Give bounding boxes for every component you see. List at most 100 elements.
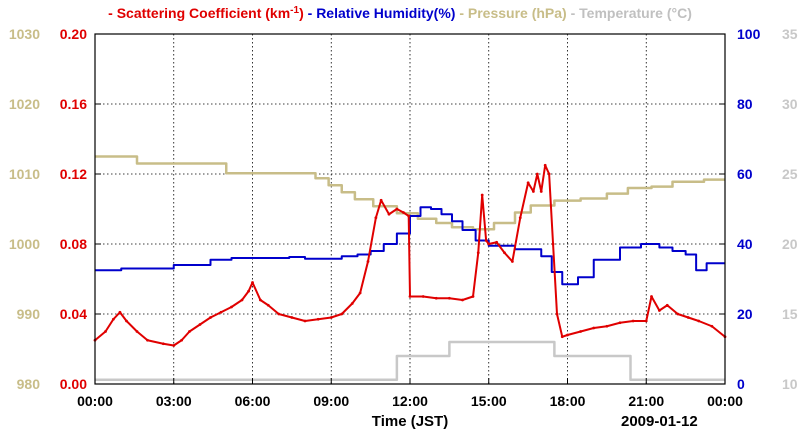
data-point-scattering [710,324,714,328]
data-point-scattering [539,190,543,193]
data-point-scattering [665,303,669,307]
data-point-scattering [258,298,262,302]
data-point-scattering [686,316,690,319]
scattering-tick-label: 0.08 [60,236,87,252]
series-lines [93,155,727,382]
legend-entry-3: - Temperature (°C) [567,5,692,21]
data-point-scattering [188,330,191,333]
pressure-tick-label: 980 [17,376,41,392]
legend-entry-0: - Scattering Coefficient (km [108,5,290,21]
data-point-scattering [495,240,499,244]
data-point-scattering [230,305,233,309]
data-point-scattering [560,335,564,339]
data-point-scattering [592,326,596,330]
data-point-scattering [329,316,333,319]
data-point-scattering [650,295,653,298]
grid-lines [95,34,725,384]
humidity-tick-label: 20 [737,306,753,322]
data-point-scattering [104,330,107,333]
temperature-tick-label: 20 [782,236,798,252]
chart-legend: - Scattering Coefficient (km-1) - Relati… [108,5,692,21]
x-tick-label: 12:00 [392,393,428,409]
data-point-scattering [180,338,184,342]
legend-superscript-0: -1 [290,5,299,16]
pressure-tick-label: 1010 [9,166,40,182]
data-point-scattering [480,193,484,197]
scattering-tick-label: 0.16 [60,96,87,112]
x-axis-label: Time (JST) [372,413,448,430]
data-point-scattering [605,324,609,328]
data-point-scattering [316,317,320,321]
humidity-tick-label: 100 [737,26,761,42]
series-line-humidity [95,206,725,286]
data-point-scattering [555,312,559,316]
data-point-scattering [676,312,680,316]
data-point-scattering [172,344,176,347]
x-tick-label: 09:00 [313,393,349,409]
x-tick-label: 18:00 [550,393,586,409]
data-point-scattering [471,295,475,298]
data-point-scattering [277,312,281,316]
scattering-tick-label: 0.12 [60,166,87,182]
humidity-tick-label: 40 [737,236,753,252]
data-point-scattering [484,239,488,242]
data-point-scattering [476,251,480,255]
data-point-scattering [518,216,522,220]
x-tick-label: 06:00 [235,393,271,409]
data-point-scattering [111,317,115,321]
temperature-tick-label: 10 [782,376,798,392]
x-tick-label: 15:00 [471,393,507,409]
data-point-scattering [395,207,399,211]
data-point-scattering [543,163,547,167]
data-point-scattering [209,316,212,319]
data-point-scattering [618,321,622,325]
data-point-scattering [547,172,551,176]
data-point-scattering [566,333,569,337]
scattering-tick-label: 0.20 [60,26,87,42]
legend-entry-2: - Pressure (hPa) [455,5,566,21]
temperature-tick-label: 35 [782,26,798,42]
data-point-scattering [387,212,391,216]
data-point-scattering [503,251,506,255]
data-point-scattering [535,172,539,176]
data-point-scattering [697,319,701,323]
humidity-tick-label: 0 [737,376,745,392]
data-point-scattering [447,296,451,300]
data-point-scattering [421,295,425,298]
data-point-scattering [657,309,661,312]
x-tick-label: 03:00 [156,393,192,409]
scattering-tick-label: 0.00 [60,376,87,392]
data-point-scattering [434,296,438,300]
data-point-scattering [219,310,223,314]
pressure-tick-label: 1020 [9,96,40,112]
legend-entry-1: - Relative Humidity(%) [304,5,456,21]
data-point-scattering [118,310,122,314]
data-point-scattering [247,289,250,293]
scattering-tick-label: 0.04 [60,306,87,322]
data-point-scattering [266,303,270,307]
x-tick-label: 00:00 [707,393,743,409]
data-point-scattering [644,319,648,323]
temperature-tick-label: 30 [782,96,798,112]
data-point-scattering [402,211,405,214]
data-point-scattering [531,190,535,193]
data-point-scattering [198,323,202,326]
series-line-pressure [95,155,725,231]
humidity-tick-label: 60 [737,166,753,182]
x-tick-label: 00:00 [77,393,113,409]
temperature-tick-label: 15 [782,306,798,322]
data-point-scattering [374,216,378,220]
data-point-scattering [366,260,370,263]
temperature-tick-label: 25 [782,166,798,182]
pressure-tick-label: 1030 [9,26,40,42]
data-point-scattering [340,312,344,316]
x-tick-label: 21:00 [628,393,664,409]
data-point-scattering [379,198,383,202]
data-point-scattering [146,338,149,342]
data-point-scattering [251,281,254,284]
axis-ticks: 98099010001010102010300.000.040.080.120.… [9,26,798,409]
data-point-scattering [461,298,464,302]
legend-entry-suffix-0: ) [299,5,304,21]
pressure-tick-label: 990 [17,306,41,322]
